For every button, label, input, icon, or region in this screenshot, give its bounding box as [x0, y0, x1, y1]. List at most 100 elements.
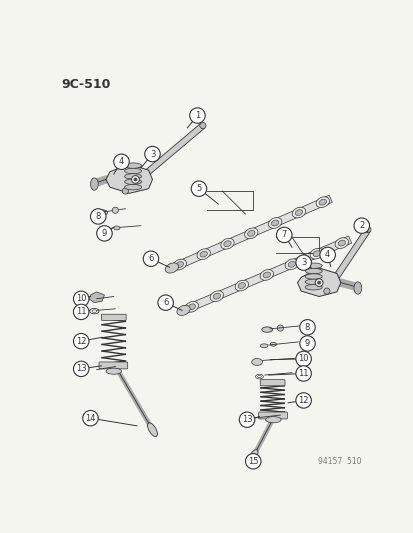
Circle shape [299, 336, 314, 351]
Ellipse shape [235, 280, 248, 291]
Ellipse shape [210, 291, 223, 302]
Circle shape [277, 325, 283, 331]
Ellipse shape [257, 375, 261, 378]
Text: 11: 11 [298, 369, 308, 378]
FancyBboxPatch shape [258, 412, 287, 419]
Ellipse shape [337, 240, 345, 246]
Circle shape [295, 366, 311, 381]
FancyBboxPatch shape [260, 379, 284, 386]
Ellipse shape [304, 279, 321, 285]
Ellipse shape [124, 174, 141, 179]
Text: 13: 13 [76, 365, 86, 374]
Text: 4: 4 [119, 157, 124, 166]
Text: 1: 1 [195, 111, 199, 120]
Text: 6: 6 [163, 298, 168, 307]
Ellipse shape [265, 417, 280, 423]
Circle shape [157, 295, 173, 310]
Text: 6: 6 [148, 254, 153, 263]
Circle shape [299, 320, 314, 335]
Circle shape [295, 255, 311, 270]
Ellipse shape [188, 304, 195, 310]
Circle shape [319, 247, 335, 263]
Text: 12: 12 [76, 337, 86, 346]
Ellipse shape [103, 228, 111, 231]
Text: 3: 3 [150, 150, 155, 158]
Text: 15: 15 [247, 457, 258, 466]
Ellipse shape [271, 220, 278, 226]
Ellipse shape [334, 238, 348, 248]
Circle shape [114, 154, 129, 169]
Text: 8: 8 [304, 323, 309, 332]
Ellipse shape [106, 368, 121, 374]
Ellipse shape [260, 344, 267, 348]
Ellipse shape [353, 282, 361, 294]
Ellipse shape [197, 249, 210, 260]
Text: 9: 9 [102, 229, 107, 238]
Text: 12: 12 [298, 396, 308, 405]
Circle shape [245, 454, 260, 469]
Ellipse shape [199, 123, 206, 128]
Ellipse shape [318, 199, 326, 205]
Ellipse shape [292, 207, 305, 218]
Circle shape [295, 351, 311, 367]
Ellipse shape [124, 168, 141, 174]
Ellipse shape [244, 228, 257, 239]
Ellipse shape [114, 226, 120, 230]
Ellipse shape [312, 251, 320, 256]
Ellipse shape [304, 263, 321, 269]
Ellipse shape [124, 163, 141, 168]
Ellipse shape [304, 269, 321, 274]
Ellipse shape [268, 217, 281, 228]
Ellipse shape [316, 197, 329, 207]
Circle shape [73, 304, 89, 320]
Ellipse shape [176, 262, 183, 268]
Circle shape [317, 281, 320, 284]
Ellipse shape [165, 263, 178, 273]
Circle shape [73, 334, 89, 349]
Ellipse shape [263, 272, 270, 278]
Ellipse shape [92, 310, 97, 312]
Polygon shape [106, 164, 152, 193]
Circle shape [143, 251, 158, 266]
Circle shape [189, 108, 205, 123]
Ellipse shape [185, 302, 198, 312]
Circle shape [97, 225, 112, 241]
FancyBboxPatch shape [99, 362, 127, 369]
Ellipse shape [323, 288, 329, 294]
Ellipse shape [304, 274, 321, 279]
Polygon shape [123, 123, 204, 193]
Polygon shape [170, 195, 332, 271]
Ellipse shape [294, 209, 302, 215]
FancyBboxPatch shape [101, 314, 126, 320]
Ellipse shape [176, 305, 190, 316]
Polygon shape [89, 292, 104, 303]
Ellipse shape [173, 259, 186, 270]
Text: 13: 13 [241, 415, 252, 424]
Ellipse shape [223, 241, 230, 247]
Polygon shape [323, 228, 370, 293]
Text: 5: 5 [196, 184, 201, 193]
Text: 2: 2 [358, 221, 363, 230]
Ellipse shape [199, 251, 207, 257]
Circle shape [90, 209, 106, 224]
Text: 7: 7 [281, 230, 286, 239]
Ellipse shape [90, 309, 99, 314]
Polygon shape [297, 268, 340, 296]
Ellipse shape [247, 230, 254, 236]
Text: 9C-510: 9C-510 [61, 78, 110, 91]
Circle shape [239, 412, 254, 427]
Ellipse shape [147, 423, 157, 437]
Ellipse shape [124, 179, 141, 184]
Circle shape [295, 393, 311, 408]
Ellipse shape [287, 261, 295, 267]
Circle shape [131, 175, 139, 183]
Ellipse shape [255, 374, 263, 379]
Ellipse shape [237, 282, 245, 288]
Ellipse shape [259, 270, 273, 280]
Text: 3: 3 [300, 258, 306, 267]
Ellipse shape [364, 227, 370, 232]
Circle shape [314, 279, 322, 287]
Ellipse shape [309, 248, 323, 259]
Text: 9: 9 [304, 339, 309, 348]
Ellipse shape [97, 210, 107, 215]
